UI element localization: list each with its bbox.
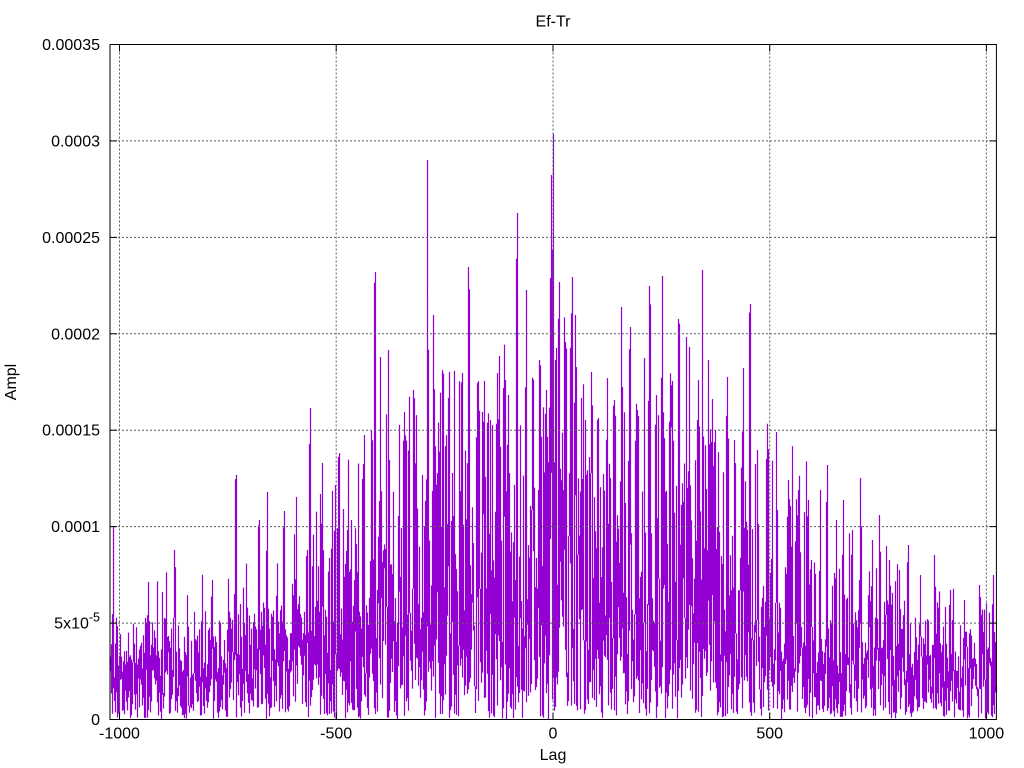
svg-text:Ef-Tr: Ef-Tr xyxy=(536,14,572,31)
svg-text:Ampl: Ampl xyxy=(3,364,20,400)
svg-text:-1000: -1000 xyxy=(99,726,140,743)
svg-text:-500: -500 xyxy=(320,726,352,743)
svg-text:500: 500 xyxy=(756,726,783,743)
svg-text:0: 0 xyxy=(91,712,100,729)
svg-text:0.0001: 0.0001 xyxy=(51,519,100,536)
svg-text:0: 0 xyxy=(549,726,558,743)
svg-text:0.0003: 0.0003 xyxy=(51,133,100,150)
svg-text:0.00035: 0.00035 xyxy=(42,37,100,54)
svg-text:0.0002: 0.0002 xyxy=(51,326,100,343)
svg-text:Lag: Lag xyxy=(540,747,567,764)
svg-text:5x10-5: 5x10-5 xyxy=(54,611,100,633)
svg-text:0.00025: 0.00025 xyxy=(42,230,100,247)
svg-text:0.00015: 0.00015 xyxy=(42,423,100,440)
svg-text:1000: 1000 xyxy=(969,726,1005,743)
